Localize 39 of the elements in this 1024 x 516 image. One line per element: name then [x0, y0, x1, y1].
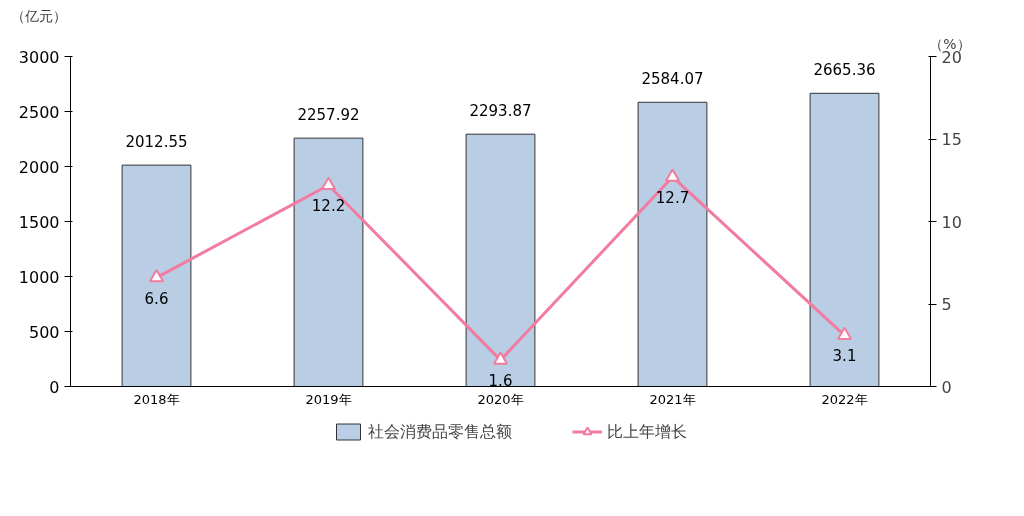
y-tick-label: 1500 [18, 212, 60, 232]
y2-tick-label: 15 [941, 130, 962, 149]
y2-tick-label: 10 [941, 212, 962, 232]
y2-tick-label: 0 [941, 377, 952, 397]
y-tick-label: 500 [28, 322, 60, 342]
data-label: 2257.92 [297, 106, 360, 125]
point [665, 168, 680, 182]
legend-label: 比上年增长 [607, 421, 687, 442]
y-tick-label: 3000 [18, 47, 60, 67]
bar [465, 133, 536, 387]
data-label: 2293.87 [469, 102, 532, 121]
y2-tick-label: 5 [941, 295, 952, 314]
x-tick-label: 2020年 [477, 391, 524, 407]
point [321, 176, 336, 190]
data-label: 1.6 [488, 372, 513, 391]
data-label: 12.2 [311, 197, 346, 216]
x-tick-label: 2021年 [649, 391, 696, 407]
point [837, 326, 852, 341]
data-label: 2665.36 [813, 61, 876, 80]
x-tick-label: 2018年 [133, 391, 180, 407]
bar [121, 164, 192, 387]
data-label: 2012.55 [125, 133, 188, 152]
x-tick-label: 2019年 [305, 391, 352, 407]
point [149, 269, 164, 283]
data-label: 3.1 [832, 347, 857, 366]
data-label: 6.6 [144, 289, 169, 308]
y-tick-label: 2500 [18, 102, 60, 122]
x-tick-label: 2022年 [821, 391, 868, 407]
data-label: 2584.07 [641, 70, 704, 89]
bar [293, 137, 364, 387]
y-axis-title: （亿元） [10, 7, 67, 24]
bar [637, 101, 708, 387]
data-label: 12.7 [655, 188, 690, 207]
y-tick-label: 1000 [18, 267, 60, 287]
point [493, 351, 508, 365]
y-tick-label: 2000 [18, 157, 60, 177]
bar [809, 92, 880, 387]
legend-label: 社会消费品零售总额 [368, 421, 512, 442]
y-tick-label: 0 [49, 377, 60, 397]
